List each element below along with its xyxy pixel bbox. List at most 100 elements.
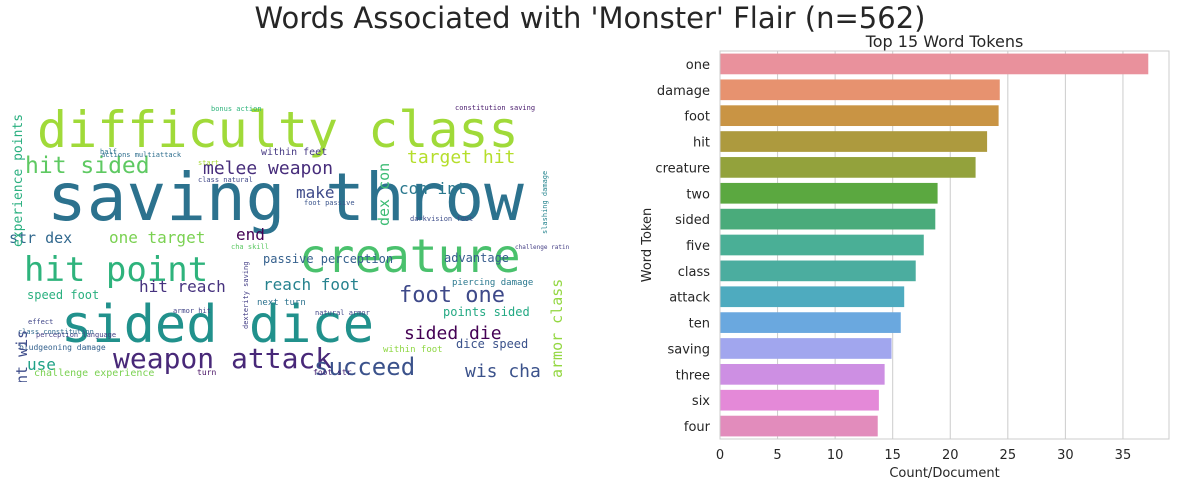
x-tick-label: 10: [827, 448, 844, 463]
cloud-word: foot passive: [304, 199, 355, 207]
cloud-word: actions multiattack: [101, 151, 182, 159]
cloud-word: con int: [399, 179, 467, 198]
cloud-word: wis cha: [465, 361, 541, 382]
cloud-word: sided dice: [61, 295, 375, 355]
y-tick-label: attack: [669, 291, 710, 306]
bar-attack: [720, 286, 905, 308]
cloud-word: dexterity saving: [242, 261, 250, 329]
cloud-word: constitution saving: [455, 104, 536, 112]
cloud-word: next turn: [257, 298, 306, 308]
cloud-word: hit sided: [25, 153, 150, 179]
chart-title: Top 15 Word Tokens: [865, 34, 1024, 51]
y-tick-label: ten: [689, 317, 710, 332]
y-tick-label: six: [692, 394, 710, 409]
cloud-word: class natural: [198, 176, 253, 184]
cloud-word: hit point: [24, 250, 209, 290]
cloud-word: slashing damage: [541, 170, 549, 234]
cloud-word: effect: [28, 318, 54, 326]
cloud-word: piercing damage: [452, 278, 534, 288]
x-tick-label: 5: [773, 448, 781, 463]
cloud-word: melee weapon: [203, 158, 334, 179]
plot-frame: [719, 50, 1170, 440]
x-tick-label: 35: [1115, 448, 1132, 463]
y-tick-label: damage: [657, 84, 710, 99]
bar-class: [720, 260, 916, 282]
cloud-word: foot str: [313, 368, 352, 377]
cloud-word: creature: [299, 229, 521, 283]
cloud-word: one target: [109, 228, 206, 247]
cloud-word: half: [100, 148, 117, 156]
bar-ten: [720, 312, 901, 333]
cloud-word: bonus action: [211, 105, 262, 113]
cloud-word: int wis: [13, 329, 31, 382]
bar-four: [720, 415, 878, 437]
cloud-word: within feet: [261, 147, 328, 158]
cloud-word: bludgeoning damage: [19, 343, 106, 352]
bar-six: [720, 389, 879, 411]
cloud-word: passive perception: [263, 252, 394, 266]
cloud-word: experience points: [11, 113, 26, 247]
cloud-word: weapon attack: [113, 342, 333, 375]
cloud-word: make: [296, 183, 335, 202]
cloud-word: challenge experience: [34, 368, 155, 379]
y-tick-label: class: [678, 265, 710, 280]
word-cloud: difficulty class saving throw creature hit …: [9, 103, 569, 382]
bar-two: [720, 182, 938, 204]
y-tick-label: three: [676, 368, 710, 383]
figure-title: Words Associated with 'Monster' Flair (n…: [254, 1, 926, 35]
bar-three: [720, 363, 885, 385]
cloud-word: saving throw: [47, 159, 524, 236]
cloud-word: target hit: [407, 147, 516, 168]
x-axis-label: Count/Document: [889, 466, 999, 481]
cloud-word: difficulty class: [37, 103, 519, 159]
cloud-word: reach foot: [263, 275, 360, 294]
bar-chart: 0 5 10 15 20 25 30 35 one damage foot hit creature tw…: [640, 34, 1170, 481]
cloud-word: natural armor: [315, 309, 370, 317]
y-tick-label: saving: [667, 342, 710, 357]
y-tick-label: two: [686, 187, 710, 202]
y-tick-label: four: [684, 420, 711, 435]
bar-damage: [720, 79, 1000, 101]
bar-sided: [720, 208, 936, 230]
cloud-word: speed foot: [27, 288, 100, 302]
cloud-word: hit reach: [139, 277, 226, 296]
cloud-word: within foot: [383, 345, 443, 355]
cloud-word: class constitution: [18, 328, 94, 336]
bar-saving: [720, 338, 892, 359]
cloud-word: start: [198, 159, 220, 167]
y-axis-label: Word Token: [640, 208, 655, 283]
x-tick-label: 30: [1057, 448, 1074, 463]
cloud-word: advantage: [444, 251, 510, 265]
y-tick-label: creature: [655, 161, 710, 176]
bar-one: [720, 53, 1149, 75]
cloud-word: str dex: [9, 229, 73, 247]
cloud-word: turn: [197, 368, 217, 377]
cloud-word: sided die: [404, 323, 502, 344]
cloud-word: armor class: [548, 278, 566, 378]
y-tick-label: foot: [684, 110, 710, 125]
cloud-word: cha skill: [231, 243, 269, 251]
x-tick-label: 20: [942, 448, 959, 463]
bar-five: [720, 234, 924, 256]
y-tick-label: five: [686, 239, 710, 254]
bar-foot: [720, 105, 999, 127]
cloud-word: perception language: [36, 331, 117, 339]
x-tick-label: 0: [716, 448, 724, 463]
cloud-word: use: [27, 355, 56, 374]
y-tick-label: hit: [693, 136, 710, 151]
x-tick-label: 25: [1000, 448, 1017, 463]
cloud-word: challenge rating: [515, 244, 569, 251]
cloud-word: darkvision foot: [410, 215, 474, 223]
y-tick-label: sided: [675, 213, 710, 228]
cloud-word: armor hit: [173, 307, 211, 315]
cloud-word: dex con: [375, 162, 393, 226]
y-tick-label: one: [686, 58, 710, 73]
cloud-word: end: [236, 225, 265, 244]
x-tick-label: 15: [884, 448, 901, 463]
cloud-word: dice speed: [456, 337, 529, 351]
bar-creature: [720, 157, 976, 178]
cloud-word: foot one: [399, 283, 505, 308]
cloud-word: succeed: [314, 353, 416, 381]
bar-hit: [720, 131, 988, 152]
cloud-word: points sided: [443, 305, 530, 319]
